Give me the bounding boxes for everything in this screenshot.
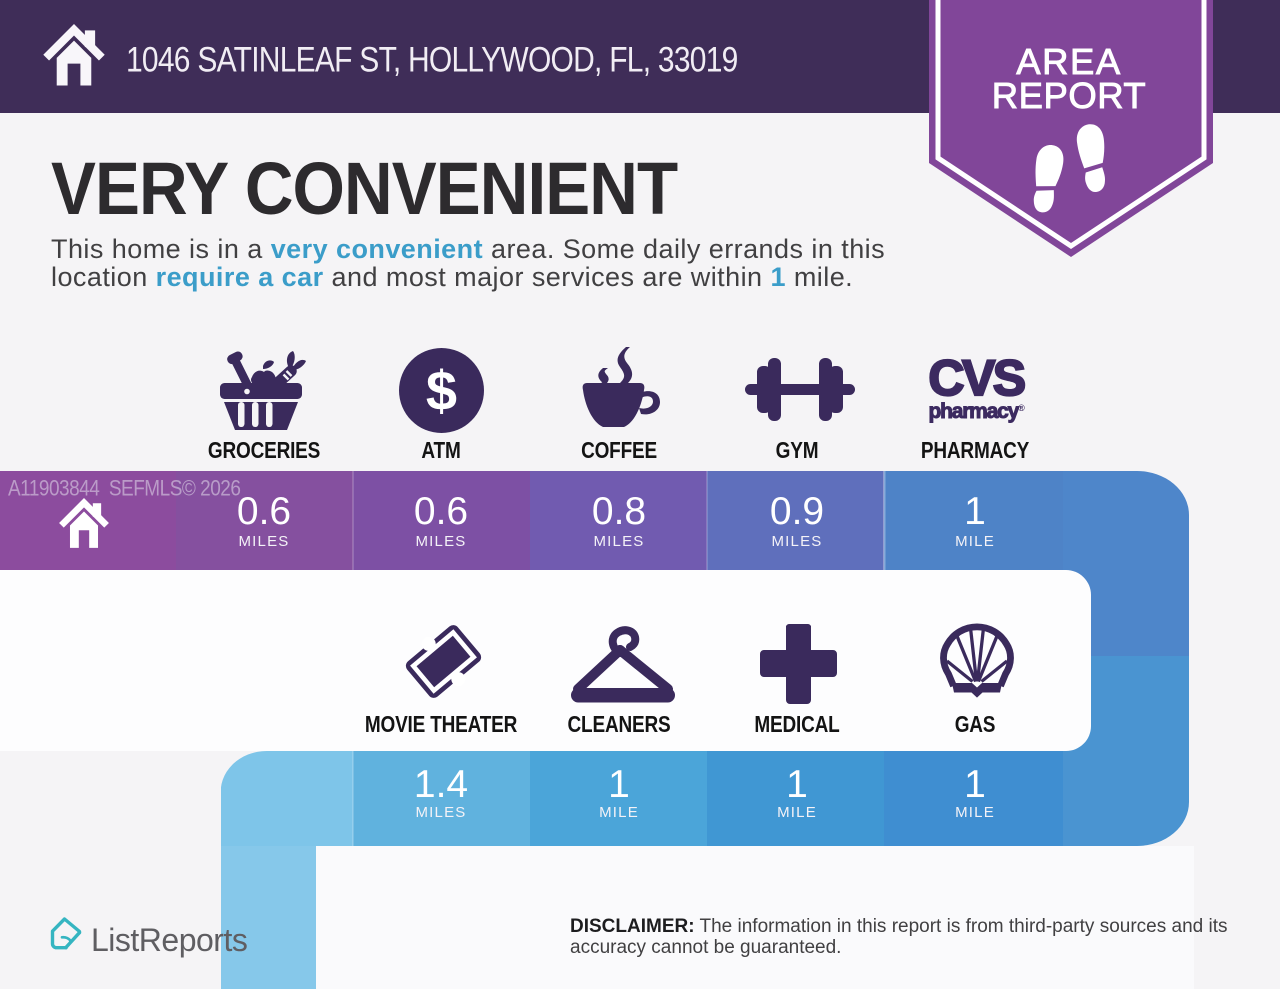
svg-text:AREA: AREA — [1016, 41, 1121, 82]
svg-text:$: $ — [426, 359, 457, 422]
svg-text:REPORT: REPORT — [992, 75, 1146, 116]
